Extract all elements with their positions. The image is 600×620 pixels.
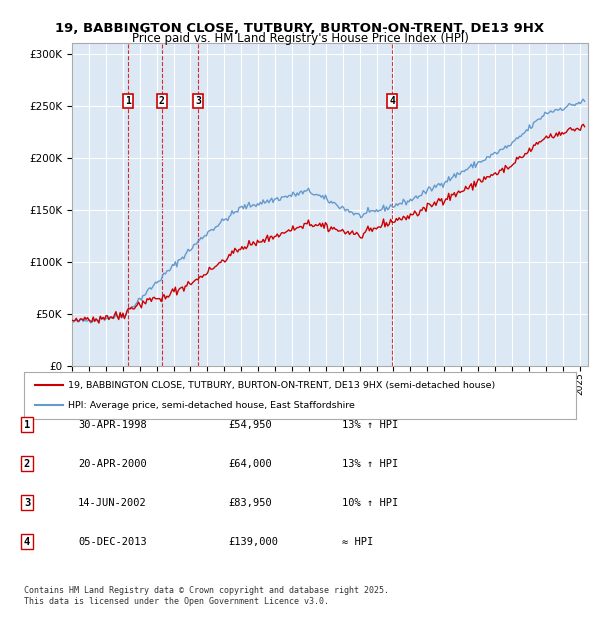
Text: 10% ↑ HPI: 10% ↑ HPI [342, 498, 398, 508]
Text: 20-APR-2000: 20-APR-2000 [78, 459, 147, 469]
Text: £54,950: £54,950 [228, 420, 272, 430]
Text: 4: 4 [24, 537, 30, 547]
Text: Contains HM Land Registry data © Crown copyright and database right 2025.
This d: Contains HM Land Registry data © Crown c… [24, 585, 389, 606]
Text: 05-DEC-2013: 05-DEC-2013 [78, 537, 147, 547]
Text: 1: 1 [125, 97, 131, 107]
Text: 3: 3 [195, 97, 201, 107]
Text: 2: 2 [24, 459, 30, 469]
Text: 19, BABBINGTON CLOSE, TUTBURY, BURTON-ON-TRENT, DE13 9HX (semi-detached house): 19, BABBINGTON CLOSE, TUTBURY, BURTON-ON… [68, 381, 496, 389]
Text: Price paid vs. HM Land Registry's House Price Index (HPI): Price paid vs. HM Land Registry's House … [131, 32, 469, 45]
Text: £139,000: £139,000 [228, 537, 278, 547]
Text: 4: 4 [389, 97, 395, 107]
Text: 2: 2 [159, 97, 165, 107]
Text: ≈ HPI: ≈ HPI [342, 537, 373, 547]
Text: 13% ↑ HPI: 13% ↑ HPI [342, 420, 398, 430]
Text: £64,000: £64,000 [228, 459, 272, 469]
Text: 14-JUN-2002: 14-JUN-2002 [78, 498, 147, 508]
Text: £83,950: £83,950 [228, 498, 272, 508]
Text: 19, BABBINGTON CLOSE, TUTBURY, BURTON-ON-TRENT, DE13 9HX: 19, BABBINGTON CLOSE, TUTBURY, BURTON-ON… [55, 22, 545, 35]
Text: 1: 1 [24, 420, 30, 430]
Text: 30-APR-1998: 30-APR-1998 [78, 420, 147, 430]
Text: HPI: Average price, semi-detached house, East Staffordshire: HPI: Average price, semi-detached house,… [68, 401, 355, 410]
Text: 13% ↑ HPI: 13% ↑ HPI [342, 459, 398, 469]
Text: 3: 3 [24, 498, 30, 508]
